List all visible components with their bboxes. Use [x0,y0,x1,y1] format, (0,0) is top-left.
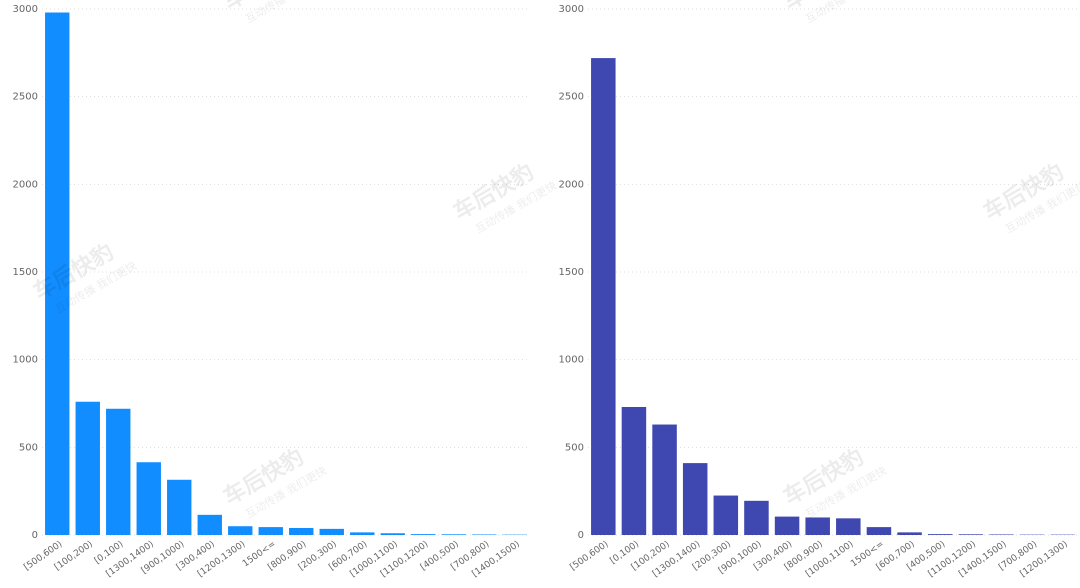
bar [897,532,922,535]
bar [621,407,647,535]
y-tick-label: 2000 [559,179,584,190]
y-tick-label: 1500 [559,267,584,278]
bar [805,517,830,535]
bar [167,479,192,535]
y-tick-label: 2500 [13,92,38,103]
y-tick-label: 2500 [559,92,584,103]
y-tick-label: 1000 [13,355,38,366]
bar [106,408,131,535]
bar [350,532,375,535]
bar [258,527,283,535]
y-tick-label: 3000 [13,4,38,15]
bar [75,401,100,535]
y-tick-label: 3000 [559,4,584,15]
watermark-slogan: 互动传播 我们更快 [243,0,329,26]
bar [591,58,616,536]
bar [472,534,497,535]
bar [45,12,70,536]
bar [411,534,436,535]
bar [682,463,708,535]
bar [774,516,800,535]
bar [197,514,222,535]
y-tick-label: 1500 [13,267,38,278]
bar [380,533,405,535]
bar [289,527,314,535]
y-tick-label: 500 [565,442,584,453]
bar [866,527,892,535]
bar [836,518,861,535]
y-tick-label: 0 [578,530,584,541]
bar [136,462,161,535]
bar [441,534,466,535]
bar [927,534,953,535]
bar [228,526,253,535]
y-tick-label: 2000 [13,179,38,190]
bar [652,424,677,535]
bar [713,495,739,535]
y-tick-label: 500 [19,442,38,453]
x-tick-label: [500,600) [568,539,610,573]
bar [319,528,344,535]
y-tick-label: 1000 [559,355,584,366]
bar [958,534,984,535]
watermark-slogan: 互动传播 我们更快 [803,0,889,26]
bar [989,534,1014,535]
y-tick-label: 0 [32,530,38,541]
bar [744,500,769,535]
